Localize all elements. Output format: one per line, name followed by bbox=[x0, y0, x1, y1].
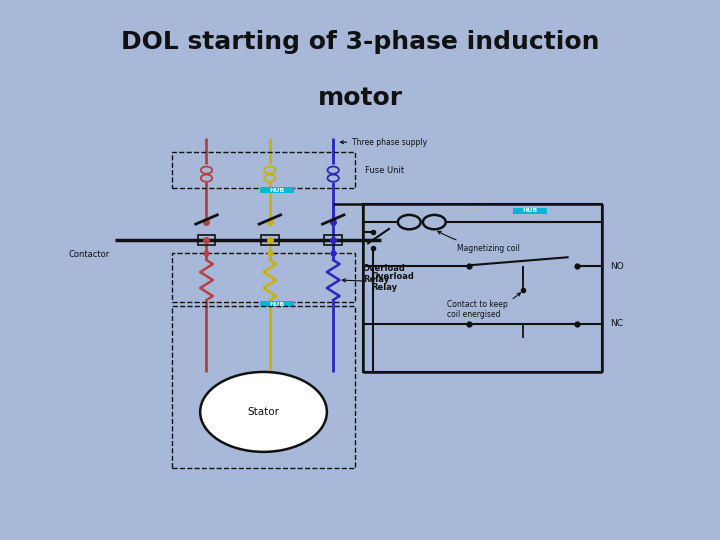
Text: NC: NC bbox=[610, 320, 623, 328]
Text: ELECTRONICS: ELECTRONICS bbox=[438, 207, 487, 213]
Text: Overload
Relay: Overload Relay bbox=[363, 265, 406, 284]
FancyBboxPatch shape bbox=[513, 208, 547, 214]
Text: ELECTRONICS: ELECTRONICS bbox=[194, 187, 243, 193]
Circle shape bbox=[200, 372, 327, 452]
Text: NO: NO bbox=[610, 261, 624, 271]
Text: HUB: HUB bbox=[269, 302, 284, 307]
Text: DOL starting of 3-phase induction: DOL starting of 3-phase induction bbox=[121, 30, 599, 53]
Text: Overload
Relay: Overload Relay bbox=[342, 272, 414, 292]
Text: HUB: HUB bbox=[523, 208, 538, 213]
FancyBboxPatch shape bbox=[260, 301, 294, 307]
Text: HUB: HUB bbox=[269, 188, 284, 193]
Text: Fuse Unit: Fuse Unit bbox=[365, 166, 404, 174]
Text: Three phase supply: Three phase supply bbox=[341, 138, 428, 147]
Bar bbox=[324, 235, 342, 245]
Text: Contactor: Contactor bbox=[68, 249, 109, 259]
Bar bbox=[197, 235, 215, 245]
Text: Magnetizing coil: Magnetizing coil bbox=[438, 231, 520, 253]
Text: Stator: Stator bbox=[248, 407, 279, 417]
Bar bbox=[261, 235, 279, 245]
Text: ELECTRONICS: ELECTRONICS bbox=[194, 301, 243, 307]
FancyBboxPatch shape bbox=[260, 187, 294, 193]
Text: Contact to keep
coil energised: Contact to keep coil energised bbox=[447, 293, 521, 320]
Text: motor: motor bbox=[318, 85, 402, 110]
